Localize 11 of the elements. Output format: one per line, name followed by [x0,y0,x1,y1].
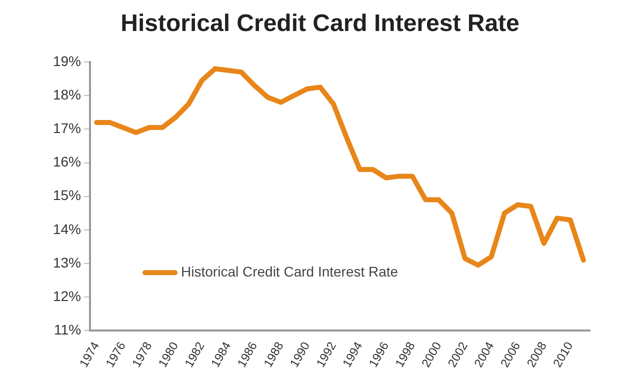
legend-label: Historical Credit Card Interest Rate [181,264,398,280]
y-tick-label: 18% [52,86,82,102]
y-tick-label: 14% [52,220,82,237]
y-tick-label: 13% [52,254,82,270]
y-tick-label: 15% [52,187,82,204]
y-tick-label: 11% [54,322,82,338]
chart-title: Historical Credit Card Interest Rate [120,10,520,39]
y-tick-label: 19% [52,52,82,69]
y-tick-label: 17% [52,120,82,136]
y-tick-label: 16% [52,154,82,170]
y-tick-label: 12% [52,288,82,304]
